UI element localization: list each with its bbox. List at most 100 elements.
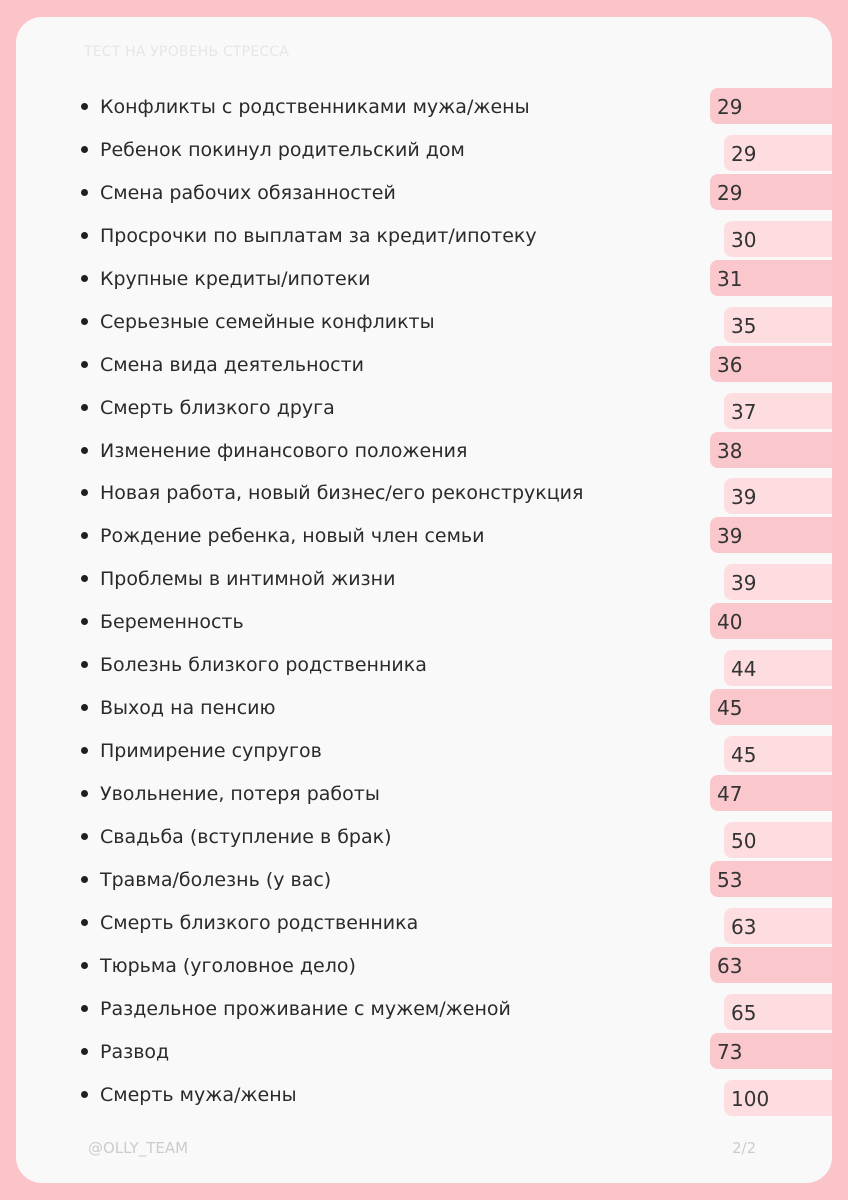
- item-label: Увольнение, потеря работы: [100, 783, 380, 805]
- list-item: Конфликты с родственниками мужа/жены 29: [16, 86, 832, 129]
- list-item: Ребенок покинул родительский дом 29: [16, 129, 832, 172]
- bullet-icon: [81, 704, 88, 712]
- item-label: Просрочки по выплатам за кредит/ипотеку: [100, 224, 537, 247]
- item-label: Смена рабочих обязанностей: [100, 181, 396, 204]
- list-item: Примирение супругов 45: [16, 730, 832, 773]
- bullet-icon: [81, 918, 88, 926]
- list-item: Смена вида деятельности 36: [16, 344, 832, 387]
- list-item: Рождение ребенка, новый член семьи 39: [16, 515, 832, 558]
- bullet-icon: [81, 446, 88, 454]
- item-label: Смерть близкого родственника: [100, 911, 419, 934]
- score-badge: 47: [710, 775, 832, 811]
- score-badge: 73: [710, 1032, 832, 1069]
- score-badge: 39: [724, 564, 832, 601]
- list-item: Крупные кредиты/ипотеки 31: [16, 258, 832, 301]
- bullet-icon: [81, 231, 88, 239]
- stress-list: Конфликты с родственниками мужа/жены 29 Ре…: [16, 86, 832, 1117]
- list-item: Увольнение, потеря работы 47: [16, 773, 832, 816]
- page-number: 2/2: [732, 1139, 757, 1157]
- list-item: Смерть близкого друга 37: [16, 387, 832, 430]
- item-label: Развод: [100, 1040, 170, 1063]
- score-badge: 30: [724, 220, 832, 257]
- score-badge: 29: [724, 134, 832, 171]
- card: ТЕСТ НА УРОВЕНЬ СТРЕССА Конфликты с родс…: [16, 17, 832, 1183]
- list-item: Просрочки по выплатам за кредит/ипотеку 3…: [16, 215, 832, 258]
- item-label: Выход на пенсию: [100, 697, 276, 720]
- bullet-icon: [81, 747, 88, 755]
- item-label: Изменение финансового положения: [100, 439, 468, 462]
- list-item: Болезнь близкого родственника 44: [16, 644, 832, 687]
- score-badge: 39: [724, 478, 832, 515]
- footer-handle: @OLLY_TEAM: [88, 1139, 189, 1157]
- list-item: Серьезные семейные конфликты 35: [16, 301, 832, 344]
- bullet-icon: [81, 790, 88, 797]
- score-badge: 63: [724, 907, 832, 944]
- list-item: Раздельное проживание с мужем/женой 65: [16, 988, 832, 1031]
- bullet-icon: [81, 1090, 88, 1098]
- score-badge: 53: [710, 860, 832, 897]
- item-label: Тюрьма (уголовное дело): [100, 954, 356, 977]
- item-label: Травма/болезнь (у вас): [100, 868, 332, 891]
- item-label: Раздельное проживание с мужем/женой: [100, 997, 511, 1020]
- item-label: Конфликты с родственниками мужа/жены: [100, 96, 530, 118]
- score-badge: 65: [724, 993, 832, 1030]
- score-badge: 63: [710, 946, 832, 983]
- list-item: Смерть мужа/жены 100: [16, 1074, 832, 1117]
- bullet-icon: [81, 661, 88, 669]
- list-item: Новая работа, новый бизнес/его реконстру…: [16, 472, 832, 515]
- score-badge: 29: [710, 173, 832, 210]
- list-item: Травма/болезнь (у вас) 53: [16, 859, 832, 902]
- score-badge: 45: [710, 689, 832, 726]
- page-header: ТЕСТ НА УРОВЕНЬ СТРЕССА: [84, 44, 290, 60]
- bullet-icon: [81, 274, 88, 282]
- item-label: Смена вида деятельности: [100, 353, 365, 376]
- score-badge: 100: [724, 1079, 832, 1116]
- item-label: Смерть близкого друга: [100, 396, 335, 419]
- item-label: Беременность: [100, 611, 244, 634]
- bullet-icon: [81, 618, 88, 626]
- bullet-icon: [81, 1004, 88, 1012]
- item-label: Смерть мужа/жены: [100, 1083, 297, 1106]
- list-item: Развод 73: [16, 1031, 832, 1074]
- bullet-icon: [81, 832, 88, 840]
- score-badge: 36: [710, 345, 832, 382]
- list-item: Выход на пенсию 45: [16, 687, 832, 730]
- bullet-icon: [81, 575, 88, 583]
- bullet-icon: [81, 1047, 88, 1055]
- score-badge: 31: [710, 259, 832, 296]
- bullet-icon: [81, 188, 88, 196]
- list-item: Проблемы в интимной жизни 39: [16, 558, 832, 601]
- score-badge: 37: [724, 392, 832, 429]
- bullet-icon: [81, 961, 88, 969]
- bullet-icon: [81, 875, 88, 883]
- item-label: Крупные кредиты/ипотеки: [100, 267, 371, 290]
- item-label: Ребенок покинул родительский дом: [100, 138, 465, 161]
- list-item: Изменение финансового положения 38: [16, 430, 832, 473]
- bullet-icon: [81, 403, 88, 411]
- list-item: Смерть близкого родственника 63: [16, 902, 832, 945]
- item-label: Свадьба (вступление в брак): [100, 825, 392, 848]
- score-badge: 40: [710, 603, 832, 640]
- list-item: Смена рабочих обязанностей 29: [16, 172, 832, 215]
- bullet-icon: [81, 360, 88, 368]
- bullet-icon: [81, 317, 88, 325]
- list-item: Тюрьма (уголовное дело) 63: [16, 945, 832, 988]
- item-label: Болезнь близкого родственника: [100, 654, 427, 677]
- item-label: Примирение супругов: [100, 740, 322, 763]
- score-badge: 29: [710, 88, 832, 124]
- item-label: Рождение ребенка, новый член семьи: [100, 525, 485, 548]
- bullet-icon: [81, 145, 88, 153]
- bullet-icon: [81, 532, 88, 540]
- score-badge: 45: [724, 736, 832, 773]
- bullet-icon: [81, 489, 88, 497]
- bullet-icon: [81, 103, 88, 110]
- score-badge: 39: [710, 517, 832, 554]
- score-badge: 44: [724, 650, 832, 687]
- score-badge: 50: [724, 821, 832, 858]
- score-badge: 35: [724, 306, 832, 343]
- item-label: Проблемы в интимной жизни: [100, 568, 396, 591]
- item-label: Новая работа, новый бизнес/его реконстру…: [100, 482, 584, 505]
- score-badge: 38: [710, 431, 832, 468]
- item-label: Серьезные семейные конфликты: [100, 310, 435, 333]
- list-item: Беременность 40: [16, 601, 832, 644]
